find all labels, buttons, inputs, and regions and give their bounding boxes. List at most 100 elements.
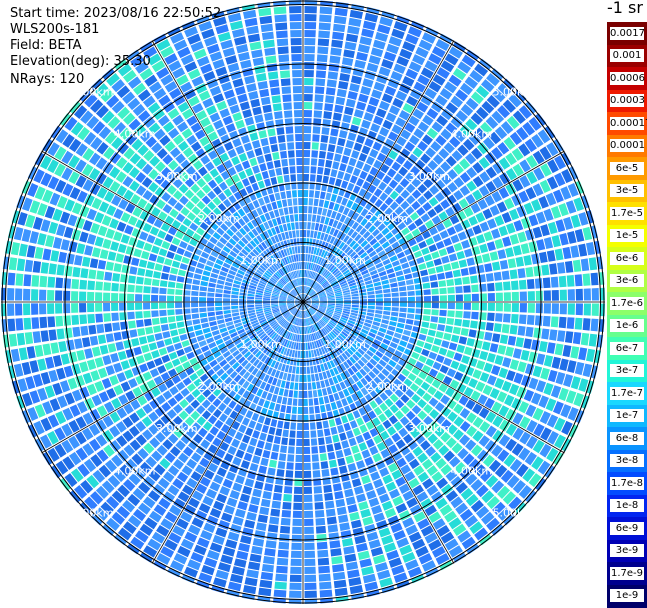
ray-gate-cell bbox=[305, 262, 307, 269]
ray-gate-cell bbox=[329, 177, 336, 185]
ray-gate-cell bbox=[167, 303, 174, 309]
ray-gate-cell bbox=[286, 134, 293, 142]
ray-gate-cell bbox=[263, 298, 270, 300]
ray-gate-cell bbox=[314, 494, 323, 502]
ray-gate-cell bbox=[127, 294, 134, 301]
ray-gate-cell bbox=[349, 438, 357, 447]
ray-gate-cell bbox=[139, 231, 148, 240]
ray-gate-cell bbox=[296, 150, 302, 157]
ray-gate-cell bbox=[392, 307, 399, 311]
ray-gate-cell bbox=[244, 142, 253, 151]
ray-gate-cell bbox=[332, 564, 344, 572]
ray-gate-cell bbox=[169, 352, 178, 360]
range-ring-label: 1.00km bbox=[240, 338, 282, 351]
ray-gate-cell bbox=[238, 424, 246, 433]
ray-gate-cell bbox=[341, 155, 349, 163]
ray-gate-cell bbox=[525, 327, 533, 337]
ray-gate-cell bbox=[279, 388, 284, 396]
ray-gate-cell bbox=[209, 321, 217, 326]
ray-gate-cell bbox=[288, 446, 295, 453]
ray-gate-cell bbox=[244, 453, 253, 462]
ray-gate-cell bbox=[354, 60, 366, 69]
origin-marker bbox=[298, 297, 308, 307]
ray-gate-cell bbox=[252, 430, 260, 439]
ray-gate-cell bbox=[245, 168, 253, 177]
ray-gate-cell bbox=[364, 138, 373, 147]
ray-gate-cell bbox=[161, 355, 170, 363]
ray-gate-cell bbox=[290, 215, 294, 222]
ray-gate-cell bbox=[368, 295, 375, 298]
ray-gate-cell bbox=[591, 273, 599, 286]
ray-gate-cell bbox=[324, 168, 331, 176]
ray-gate-cell bbox=[414, 218, 423, 227]
ray-gate-cell bbox=[258, 81, 268, 90]
ray-gate-cell bbox=[258, 465, 267, 473]
ray-gate-cell bbox=[284, 175, 290, 183]
ray-gate-cell bbox=[170, 329, 178, 336]
ray-gate-cell bbox=[79, 291, 86, 300]
ray-gate-cell bbox=[175, 365, 184, 374]
ray-gate-cell bbox=[342, 538, 353, 547]
ray-gate-cell bbox=[66, 253, 75, 264]
ray-gate-cell bbox=[521, 243, 530, 254]
ray-gate-cell bbox=[210, 325, 218, 331]
ray-gate-cell bbox=[225, 282, 233, 287]
ray-gate-cell bbox=[276, 469, 284, 477]
ray-gate-cell bbox=[304, 46, 315, 53]
ray-gate-cell bbox=[282, 510, 291, 518]
ray-gate-cell bbox=[416, 257, 424, 264]
ray-gate-cell bbox=[223, 294, 230, 298]
ray-gate-cell bbox=[359, 558, 372, 567]
ray-gate-cell bbox=[254, 65, 265, 74]
ray-gate-cell bbox=[293, 503, 302, 510]
ray-gate-cell bbox=[439, 348, 448, 356]
ray-gate-cell bbox=[584, 303, 591, 315]
ray-gate-cell bbox=[560, 290, 567, 301]
ray-gate-cell bbox=[39, 317, 47, 328]
ray-gate-cell bbox=[267, 128, 275, 136]
ray-gate-cell bbox=[322, 208, 327, 216]
ray-gate-cell bbox=[335, 499, 345, 507]
ray-gate-cell bbox=[280, 445, 287, 453]
ray-gate-cell bbox=[79, 314, 87, 324]
ray-gate-cell bbox=[288, 231, 292, 238]
ray-gate-cell bbox=[491, 228, 500, 238]
ray-gate-cell bbox=[295, 142, 302, 149]
ray-gate-cell bbox=[394, 265, 402, 271]
colorbar-label: 0.00017 bbox=[610, 117, 644, 130]
ray-gate-cell bbox=[262, 450, 270, 458]
ray-gate-cell bbox=[293, 391, 297, 398]
ray-gate-cell bbox=[261, 97, 271, 105]
ray-gate-cell bbox=[273, 493, 282, 501]
ray-gate-cell bbox=[280, 405, 286, 413]
ray-gate-cell bbox=[39, 290, 46, 301]
ray-gate-cell bbox=[146, 234, 155, 243]
ray-gate-cell bbox=[275, 404, 281, 412]
ray-gate-cell bbox=[151, 303, 158, 309]
ray-gate-cell bbox=[277, 420, 283, 428]
ray-gate-cell bbox=[37, 233, 46, 246]
ray-gate-cell bbox=[455, 311, 462, 318]
ray-gate-cell bbox=[305, 343, 307, 350]
ray-gate-cell bbox=[421, 349, 430, 357]
ray-gate-cell bbox=[298, 198, 302, 205]
ray-gate-cell bbox=[264, 179, 271, 187]
ray-gate-cell bbox=[423, 309, 430, 315]
ray-gate-cell bbox=[330, 48, 341, 56]
ray-gate-cell bbox=[319, 574, 331, 582]
ray-gate-cell bbox=[535, 278, 543, 288]
ray-gate-cell bbox=[315, 510, 324, 518]
ray-gate-cell bbox=[245, 185, 253, 194]
ray-gate-cell bbox=[518, 268, 526, 278]
ray-gate-cell bbox=[350, 585, 363, 594]
ray-gate-cell bbox=[255, 304, 262, 306]
ray-gate-cell bbox=[84, 348, 93, 359]
ray-gate-cell bbox=[314, 398, 319, 405]
ray-gate-cell bbox=[290, 567, 301, 574]
ray-gate-cell bbox=[304, 551, 315, 558]
ray-gate-cell bbox=[511, 314, 519, 323]
ray-gate-cell bbox=[255, 423, 263, 431]
ray-gate-cell bbox=[360, 296, 367, 299]
ray-gate-cell bbox=[552, 235, 561, 247]
ray-gate-cell bbox=[255, 300, 262, 302]
